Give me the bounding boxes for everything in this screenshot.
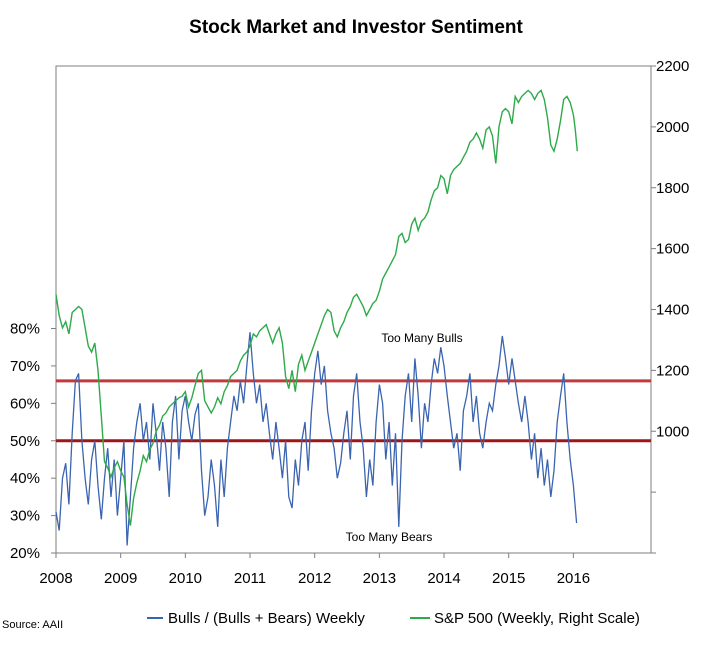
x-tick-label: 2013 bbox=[363, 570, 396, 587]
x-tick-label: 2014 bbox=[427, 570, 460, 587]
x-tick-label: 2009 bbox=[104, 570, 137, 587]
x-tick-label: 2016 bbox=[557, 570, 590, 587]
x-tick-label: 2008 bbox=[39, 570, 72, 587]
plot-area bbox=[55, 65, 652, 554]
x-tick-label: 2011 bbox=[234, 570, 266, 587]
y-right-tick-label: 1400 bbox=[656, 302, 689, 319]
series-line-sentiment bbox=[55, 332, 578, 546]
annotation-too-many-bulls: Too Many Bulls bbox=[381, 331, 462, 345]
x-tick-label: 2010 bbox=[169, 570, 202, 587]
annotation-too-many-bears: Too Many Bears bbox=[346, 530, 433, 544]
left-axis: 20% 30% 40% 50% 60% 70% 80% bbox=[10, 321, 56, 562]
legend: Bulls / (Bulls + Bears) Weekly S&P 500 (… bbox=[147, 610, 640, 627]
legend-label-sentiment: Bulls / (Bulls + Bears) Weekly bbox=[168, 610, 365, 627]
y-right-tick-label: 1600 bbox=[656, 241, 689, 258]
y-right-tick-label: 1000 bbox=[656, 423, 689, 440]
y-left-tick-label: 70% bbox=[10, 358, 40, 375]
x-tick-label: 2012 bbox=[298, 570, 331, 587]
x-tick-label: 2015 bbox=[492, 570, 525, 587]
chart-title: Stock Market and Investor Sentiment bbox=[189, 17, 523, 38]
y-left-tick-label: 20% bbox=[10, 545, 40, 562]
reference-lines bbox=[56, 379, 651, 443]
y-right-tick-label: 2200 bbox=[656, 58, 689, 75]
y-left-tick-label: 40% bbox=[10, 470, 40, 487]
y-left-tick-label: 80% bbox=[10, 321, 40, 338]
y-left-tick-label: 50% bbox=[10, 433, 40, 450]
y-left-tick-label: 30% bbox=[10, 508, 40, 525]
y-right-tick-label: 2000 bbox=[656, 119, 689, 136]
y-right-tick-label: 1200 bbox=[656, 362, 689, 379]
right-axis: 1000 1200 1400 1600 1800 2000 2200 bbox=[651, 58, 689, 554]
y-left-tick-label: 60% bbox=[10, 395, 40, 412]
series-line-sp500 bbox=[55, 89, 578, 526]
y-right-tick-label: 1800 bbox=[656, 180, 689, 197]
source-note: Source: AAII bbox=[2, 619, 63, 631]
x-axis: 2008 2009 2010 2011 2012 2013 2014 2015 2016 bbox=[39, 553, 590, 587]
legend-label-sp500: S&P 500 (Weekly, Right Scale) bbox=[434, 610, 640, 627]
